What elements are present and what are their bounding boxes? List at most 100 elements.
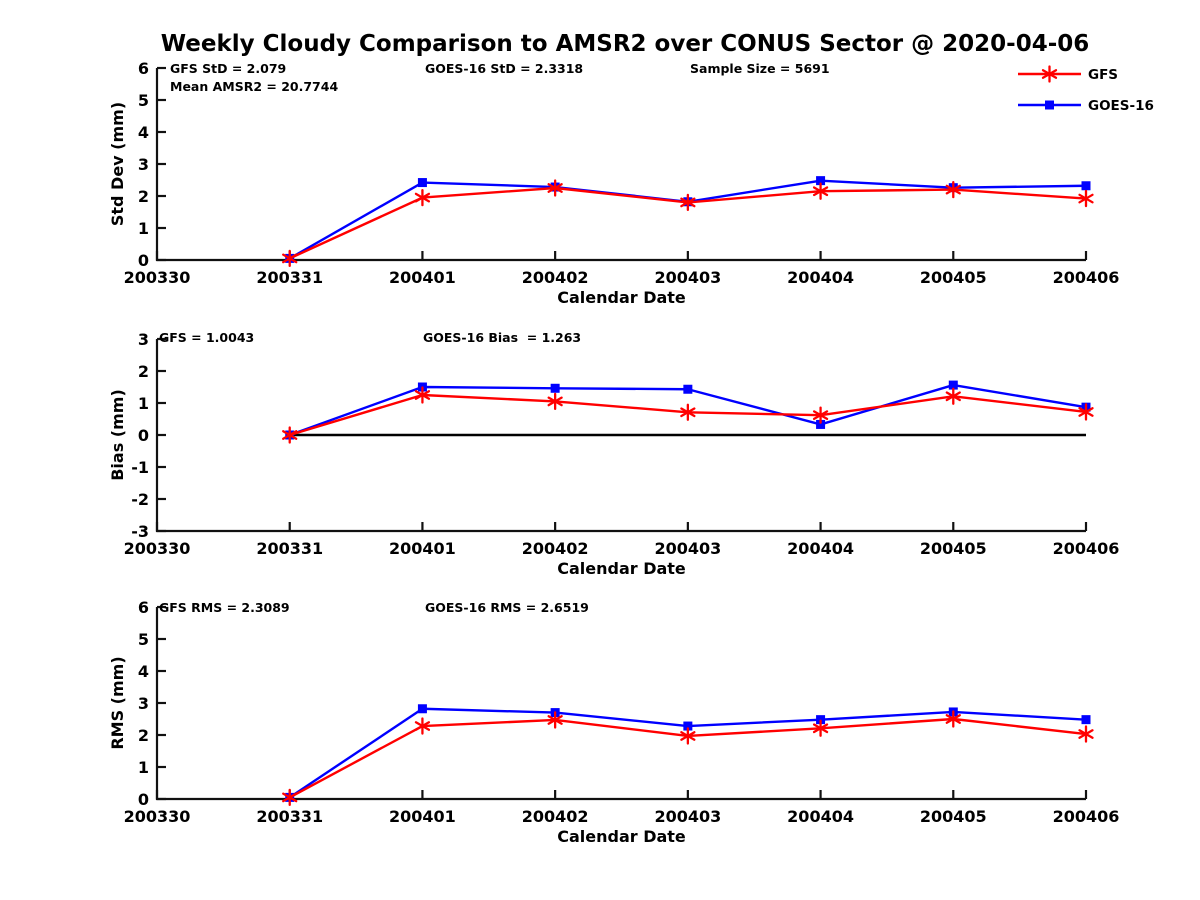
goes-16-marker — [550, 383, 560, 393]
goes-16-marker — [1081, 181, 1091, 191]
gfs-marker — [812, 719, 829, 737]
annotation: GFS RMS = 2.3089 — [159, 600, 290, 615]
annotation: GOES-16 StD = 2.3318 — [425, 61, 583, 76]
legend-marker — [1045, 100, 1054, 110]
x-tick-label: 200404 — [787, 807, 854, 826]
y-tick-label: 6 — [138, 59, 149, 78]
subplot-rms: 0 1 2 3 4 5 6 200330 200331 200401 200402 200403 200… — [108, 598, 1119, 846]
gfs-marker — [282, 426, 298, 444]
goes-16-marker — [683, 721, 693, 731]
x-tick-label: 200405 — [920, 539, 987, 558]
x-tick-label: 200401 — [389, 539, 456, 558]
x-tick-label: 200402 — [522, 268, 589, 287]
x-tick-label: 200403 — [654, 268, 721, 287]
annotation: Mean AMSR2 = 20.7744 — [170, 79, 338, 94]
gfs-markers — [282, 710, 1094, 807]
x-tick-label: 200330 — [124, 807, 191, 826]
y-tick-label: 0 — [138, 790, 149, 809]
annotation: GOES-16 Bias = 1.263 — [423, 330, 581, 345]
annotation: GFS StD = 2.079 — [170, 61, 286, 76]
y-tick-label: 2 — [138, 726, 149, 745]
x-tick-label: 200401 — [389, 807, 456, 826]
goes-16-marker — [683, 384, 693, 394]
annotation: GFS = 1.0043 — [159, 330, 254, 345]
goes-16-marker — [417, 178, 427, 188]
gfs-marker — [680, 727, 696, 745]
x-tick-label: 200404 — [787, 268, 854, 287]
y-tick-label: 4 — [138, 123, 149, 142]
gfs-markers — [282, 386, 1094, 444]
x-tick-label: 200406 — [1053, 807, 1120, 826]
legend-label: GOES-16 — [1088, 98, 1154, 114]
y-tick-label: 0 — [138, 251, 149, 270]
goes-16-marker — [948, 380, 958, 390]
x-tick-label: 200402 — [522, 807, 589, 826]
gfs-marker — [414, 386, 431, 404]
y-axis-label: Std Dev (mm) — [108, 102, 127, 226]
x-tick-label: 200406 — [1053, 268, 1120, 287]
x-tick-label: 200330 — [124, 268, 191, 287]
gfs-marker — [1078, 725, 1094, 743]
y-tick-label: 1 — [138, 219, 149, 238]
y-tick-label: 1 — [138, 394, 149, 413]
y-tick-label: 2 — [138, 187, 149, 206]
gfs-marker — [945, 710, 961, 728]
gfs-marker — [680, 193, 696, 212]
goes-16-marker — [816, 176, 826, 186]
y-tick-label: 3 — [138, 330, 149, 349]
y-tick-label: 5 — [138, 91, 149, 110]
x-axis-label: Calendar Date — [557, 559, 686, 578]
y-tick-label: 6 — [138, 598, 149, 617]
y-tick-label: 5 — [138, 630, 149, 649]
gfs-marker — [414, 717, 431, 735]
x-tick-label: 200405 — [920, 268, 987, 287]
y-axis-label: Bias (mm) — [108, 389, 127, 481]
gfs-marker — [1078, 189, 1094, 208]
gfs-marker — [414, 188, 431, 207]
gfs-marker — [680, 403, 696, 421]
gfs-marker — [282, 788, 298, 807]
y-tick-label: 0 — [138, 426, 149, 445]
goes-16-marker — [1081, 715, 1091, 725]
gfs-marker — [812, 406, 829, 424]
annotation: GOES-16 RMS = 2.6519 — [425, 600, 589, 615]
y-tick-label: 3 — [138, 694, 149, 713]
x-tick-label: 200330 — [124, 539, 191, 558]
x-tick-label: 200401 — [389, 268, 456, 287]
legend-marker — [1041, 65, 1058, 83]
x-tick-label: 200404 — [787, 539, 854, 558]
x-axis-label: Calendar Date — [557, 827, 686, 846]
annotation: Sample Size = 5691 — [690, 61, 830, 76]
x-tick-label: 200405 — [920, 807, 987, 826]
x-tick-label: 200406 — [1053, 539, 1120, 558]
y-axis-label: RMS (mm) — [108, 656, 127, 749]
x-tick-label: 200403 — [654, 539, 721, 558]
legend-entry-gfs: GFS — [1018, 65, 1118, 83]
x-axis-label: Calendar Date — [557, 288, 686, 307]
gfs-marker — [547, 392, 563, 411]
x-tick-label: 200402 — [522, 539, 589, 558]
x-tick-label: 200331 — [256, 268, 323, 287]
gfs-marker — [812, 182, 829, 200]
goes-16-line — [289, 179, 1087, 260]
y-tick-label: 1 — [138, 758, 149, 777]
y-tick-label: 2 — [138, 362, 149, 381]
legend-entry-goes-16: GOES-16 — [1018, 98, 1154, 114]
gfs-marker — [945, 180, 961, 199]
x-tick-label: 200331 — [256, 807, 323, 826]
x-tick-label: 200403 — [654, 807, 721, 826]
y-tick-label: -2 — [131, 490, 149, 509]
gfs-marker — [282, 249, 298, 268]
goes-16-markers — [285, 176, 1091, 263]
legend-label: GFS — [1088, 67, 1118, 83]
gfs-marker — [1078, 403, 1094, 421]
subplot-stddev: 0 1 2 3 4 5 6 200330 200331 200401 200402 200403 200… — [108, 59, 1119, 307]
legend: GFS GOES-16 — [1018, 65, 1154, 114]
goes-16-marker — [816, 419, 826, 429]
y-tick-label: -3 — [131, 522, 149, 541]
gfs-marker — [547, 179, 563, 197]
x-tick-label: 200331 — [256, 539, 323, 558]
y-tick-label: 4 — [138, 662, 149, 681]
